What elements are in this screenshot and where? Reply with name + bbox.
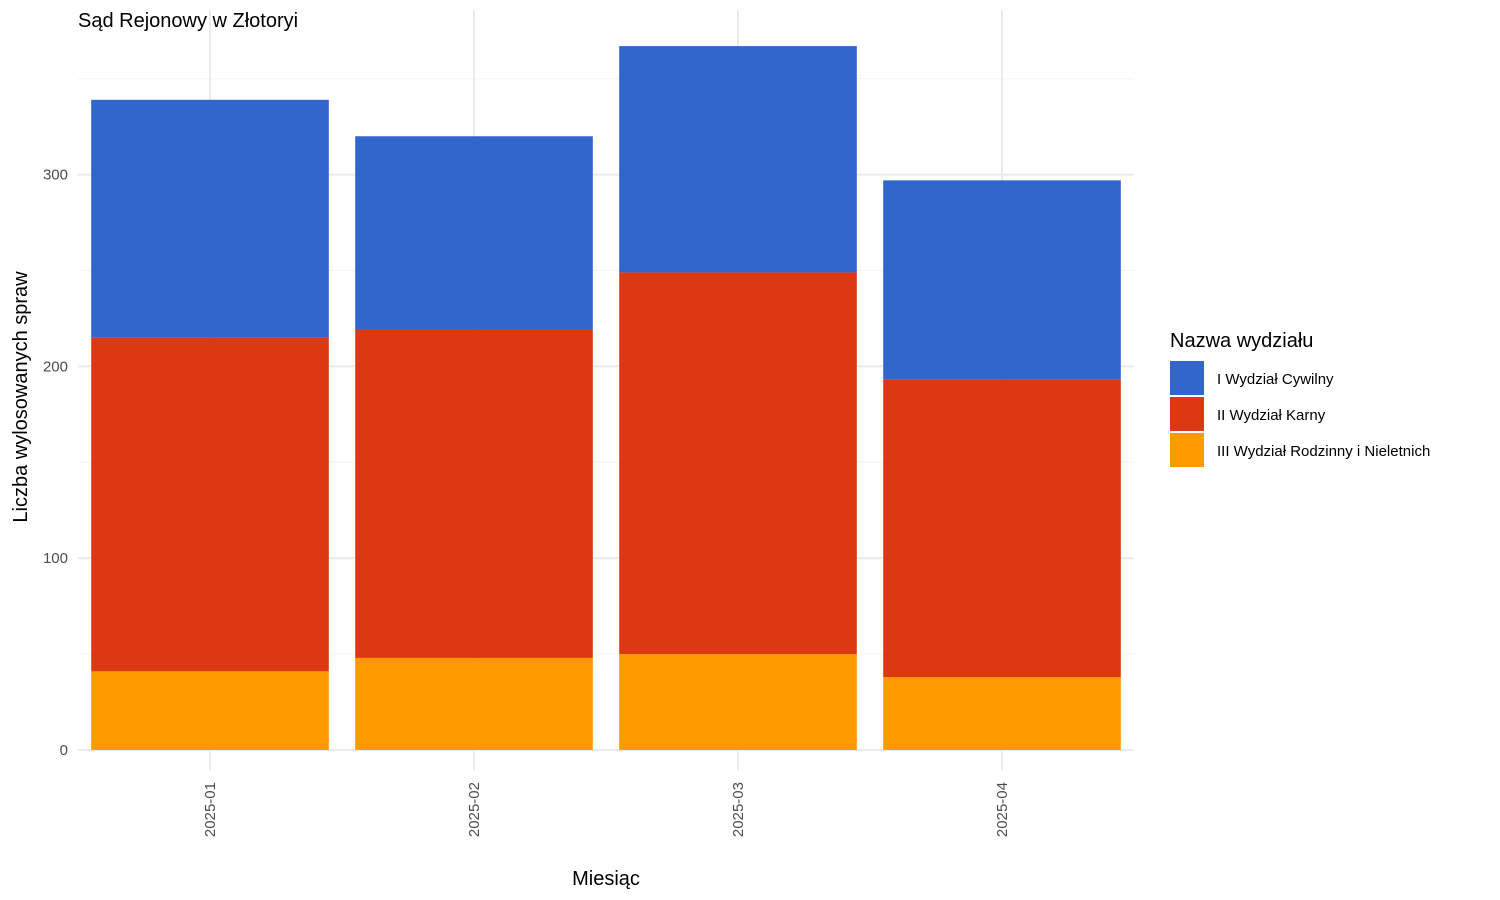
bar-segment [883, 180, 1121, 380]
bar-segment [883, 379, 1121, 678]
bar-segment [355, 657, 593, 750]
x-tick-label: 2025-03 [730, 782, 747, 837]
bar-segment [619, 654, 857, 750]
legend-label: I Wydział Cywilny [1217, 371, 1334, 388]
bar-segment [619, 272, 857, 655]
x-axis-ticks: 2025-01 2025-02 2025-03 2025-04 [202, 782, 1011, 837]
legend-label: II Wydział Karny [1217, 407, 1326, 424]
legend-swatch [1170, 433, 1204, 467]
legend-swatch [1170, 397, 1204, 431]
bars [91, 46, 1121, 750]
bar-segment [91, 671, 329, 750]
y-tick-label: 0 [60, 742, 68, 759]
bar-segment [355, 136, 593, 330]
bar-segment [619, 46, 857, 273]
y-axis-title: Liczba wylosowanych spraw [10, 271, 32, 523]
x-tick-label: 2025-02 [466, 782, 483, 837]
legend: Nazwa wydziału I Wydział Cywilny II Wydzi… [1170, 330, 1430, 467]
y-tick-label: 200 [43, 358, 68, 375]
legend-swatch [1170, 361, 1204, 395]
bar-segment [355, 329, 593, 658]
x-tick-label: 2025-01 [202, 782, 219, 837]
y-tick-label: 100 [43, 550, 68, 567]
chart-title: Sąd Rejonowy w Złotoryi [78, 10, 298, 32]
y-tick-label: 300 [43, 167, 68, 184]
bar-segment [91, 337, 329, 672]
bar-segment [883, 677, 1121, 750]
y-axis-ticks: 0 100 200 300 [43, 167, 68, 759]
x-tick-label: 2025-04 [994, 782, 1011, 837]
x-axis-title: Miesiąc [572, 868, 640, 890]
legend-label: III Wydział Rodzinny i Nieletnich [1217, 443, 1430, 460]
bar-segment [91, 99, 329, 338]
legend-title: Nazwa wydziału [1170, 330, 1313, 352]
